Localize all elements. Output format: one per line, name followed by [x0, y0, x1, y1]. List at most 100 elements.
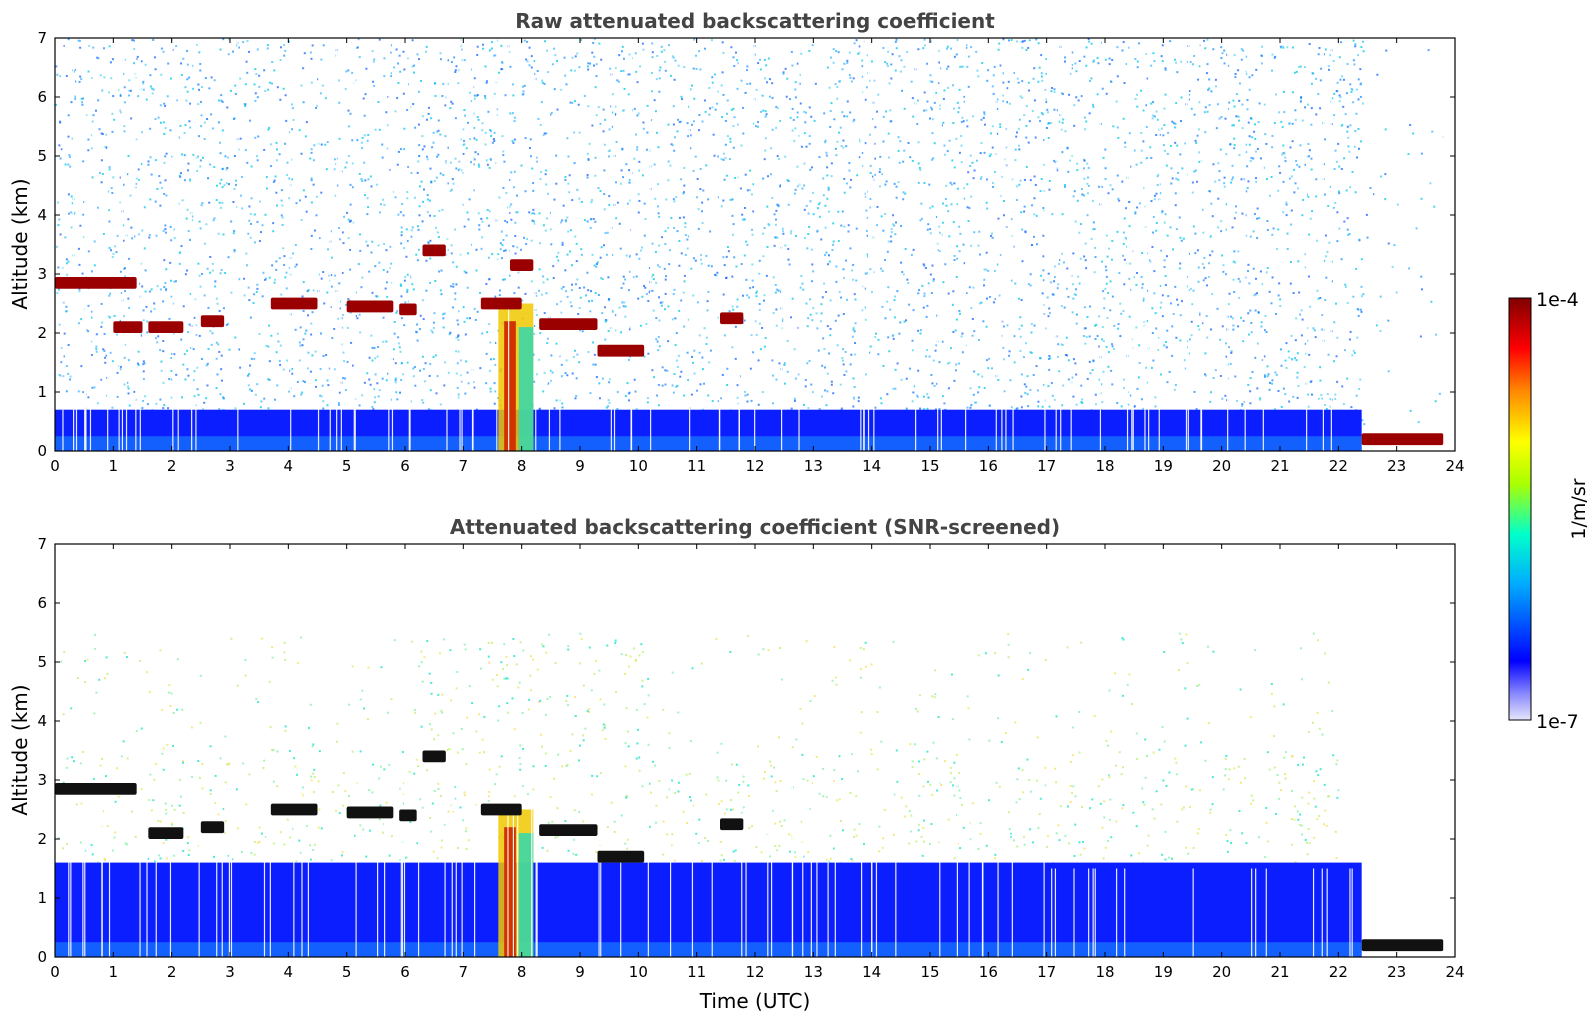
panel-raw-ticks: 0 1 2 3 4 5 6 7 8 9 10 11 12 13 14 15 16 17 18 19 20 21 22 23 24… [37, 29, 1464, 475]
cloud-layer [55, 276, 137, 289]
x-tick-label: 0 [50, 963, 60, 981]
boundary-layer-surface [55, 436, 1362, 451]
x-axis-label: Time (UTC) [699, 989, 811, 1013]
x-tick-label: 16 [979, 457, 998, 475]
cloud-layer [480, 803, 522, 816]
panel-screened-ylabel: Altitude (km) [8, 684, 32, 815]
x-tick-label: 15 [920, 457, 939, 475]
x-tick-label: 8 [517, 963, 527, 981]
x-tick-label: 13 [804, 457, 823, 475]
panel-raw-title: Raw attenuated backscattering coefficien… [515, 9, 995, 33]
cloud-layer [1361, 433, 1444, 446]
x-tick-label: 2 [167, 963, 177, 981]
x-tick-label: 21 [1270, 963, 1289, 981]
x-tick-label: 6 [400, 457, 410, 475]
cloud-layer [720, 312, 744, 325]
y-tick-label: 0 [37, 442, 47, 460]
y-tick-label: 3 [37, 265, 47, 283]
y-tick-label: 3 [37, 771, 47, 789]
plume-core [504, 827, 516, 957]
x-tick-label: 5 [342, 457, 352, 475]
cloud-layer [539, 318, 598, 331]
x-tick-label: 20 [1212, 963, 1231, 981]
cloud-layer [597, 344, 645, 357]
panel-screened-heatmap [55, 544, 1455, 957]
plume-edge [518, 327, 534, 451]
panel-screened-title: Attenuated backscattering coefficient (S… [450, 515, 1060, 539]
x-tick-label: 6 [400, 963, 410, 981]
cloud-layer [539, 824, 598, 837]
no-data-region [1443, 544, 1455, 957]
cloud-layer [480, 297, 522, 310]
x-tick-label: 3 [225, 963, 235, 981]
x-tick-label: 10 [629, 457, 648, 475]
dropout-lines [68, 780, 1437, 957]
cloud-layer [1361, 939, 1444, 952]
x-tick-label: 0 [50, 457, 60, 475]
x-tick-label: 14 [862, 963, 881, 981]
cloud-layer [422, 244, 446, 257]
colorbar-label: 1/m/sr [1568, 478, 1590, 539]
colorbar-gradient [1508, 297, 1532, 721]
y-tick-label: 2 [37, 830, 47, 848]
x-tick-label: 18 [1095, 457, 1114, 475]
cloud-layer [399, 809, 417, 822]
x-tick-label: 7 [459, 963, 469, 981]
x-tick-label: 11 [687, 457, 706, 475]
cloud-layer [148, 827, 184, 839]
x-tick-label: 23 [1387, 457, 1406, 475]
y-tick-label: 4 [37, 712, 47, 730]
cloud-layer [422, 750, 446, 763]
x-tick-label: 14 [862, 457, 881, 475]
x-tick-label: 18 [1095, 963, 1114, 981]
x-tick-label: 2 [167, 457, 177, 475]
x-tick-label: 22 [1329, 457, 1348, 475]
cloud-layer [346, 806, 394, 819]
x-tick-label: 1 [109, 457, 119, 475]
plume-core [504, 321, 516, 451]
x-tick-label: 10 [629, 963, 648, 981]
cloud-layer [148, 321, 184, 333]
cloud-layer [270, 297, 318, 310]
x-tick-label: 11 [687, 963, 706, 981]
boundary-layer-surface [55, 942, 1362, 957]
x-tick-label: 16 [979, 963, 998, 981]
cloud-layer [720, 818, 744, 831]
x-tick-label: 9 [575, 963, 585, 981]
x-tick-label: 17 [1037, 963, 1056, 981]
dropout-lines [62, 38, 1402, 451]
y-tick-label: 5 [37, 653, 47, 671]
x-tick-label: 23 [1387, 963, 1406, 981]
cloud-layer [346, 300, 394, 313]
cloud-layer [55, 782, 137, 795]
x-tick-label: 21 [1270, 457, 1289, 475]
x-tick-label: 24 [1445, 457, 1464, 475]
x-tick-label: 9 [575, 457, 585, 475]
x-tick-label: 7 [459, 457, 469, 475]
x-tick-label: 4 [284, 963, 294, 981]
x-tick-label: 19 [1154, 457, 1173, 475]
y-tick-label: 6 [37, 88, 47, 106]
y-tick-label: 4 [37, 206, 47, 224]
no-data-region [1443, 38, 1455, 451]
x-tick-label: 20 [1212, 457, 1231, 475]
y-tick-label: 2 [37, 324, 47, 342]
colorbar-max-label: 1e-4 [1536, 289, 1579, 311]
colorbar: 1e-4 1e-7 1/m/sr [1508, 289, 1590, 733]
panel-screened-ticks: 0 1 2 3 4 5 6 7 8 9 10 11 12 13 14 15 16 17 18 19 20 21 22 23 24… [37, 535, 1464, 981]
cloud-layer [270, 803, 318, 816]
x-tick-label: 5 [342, 963, 352, 981]
x-tick-label: 12 [745, 457, 764, 475]
panel-screened: Attenuated backscattering coefficient (S… [8, 515, 1465, 1013]
y-tick-label: 6 [37, 594, 47, 612]
x-tick-label: 1 [109, 963, 119, 981]
cloud-layer [113, 321, 143, 333]
cloud-layer [200, 315, 225, 328]
panel-raw: Raw attenuated backscattering coefficien… [8, 9, 1465, 475]
x-tick-label: 13 [804, 963, 823, 981]
cloud-layer [200, 821, 225, 834]
x-tick-label: 17 [1037, 457, 1056, 475]
x-tick-label: 4 [284, 457, 294, 475]
cloud-layer [399, 303, 417, 316]
